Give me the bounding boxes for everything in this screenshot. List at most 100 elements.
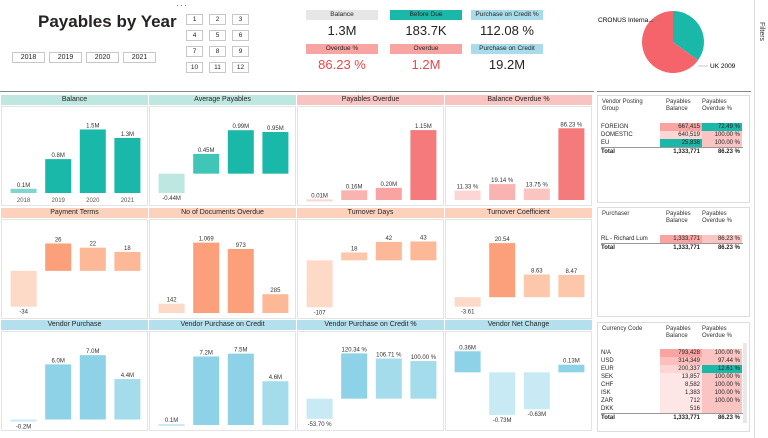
data-label: 8.47 bbox=[566, 269, 578, 275]
bar[interactable] bbox=[375, 241, 402, 261]
more-options-icon[interactable]: ··· bbox=[176, 0, 188, 10]
month-button-3[interactable]: 3 bbox=[232, 14, 249, 25]
bar[interactable] bbox=[558, 128, 585, 200]
year-button-2020[interactable]: 2020 bbox=[86, 52, 119, 63]
chart-panel-10[interactable]: -53.70 % 120.34 % 106.71 % 100.00 % bbox=[297, 331, 444, 431]
table-header[interactable]: Currency Code bbox=[602, 326, 643, 332]
bar[interactable] bbox=[306, 199, 333, 202]
table-total-overdue: 86.23 % bbox=[717, 245, 740, 251]
chart-panel-6[interactable]: -107 18 42 43 bbox=[297, 219, 444, 319]
bar[interactable] bbox=[262, 294, 289, 313]
chart-panel-3[interactable]: 11.33 % 19.14 % 13.75 % 86.23 % bbox=[445, 106, 592, 206]
month-button-1[interactable]: 1 bbox=[186, 14, 203, 25]
table-header[interactable]: Payables Balance bbox=[666, 99, 691, 112]
table-header[interactable]: Payables Overdue % bbox=[702, 326, 733, 339]
table-cell-label: DOMESTIC bbox=[601, 132, 633, 138]
table-cell-overdue: 97.44 % bbox=[702, 357, 742, 365]
bar[interactable] bbox=[193, 242, 220, 313]
month-button-4[interactable]: 4 bbox=[186, 30, 203, 41]
month-button-2[interactable]: 2 bbox=[209, 14, 226, 25]
bar[interactable] bbox=[114, 137, 141, 193]
bar[interactable] bbox=[489, 243, 516, 298]
bar[interactable] bbox=[341, 190, 368, 200]
chart-panel-2[interactable]: 0.01M 0.16M 0.20M 1.15M bbox=[297, 106, 444, 206]
bar[interactable] bbox=[375, 187, 402, 200]
month-button-5[interactable]: 5 bbox=[209, 30, 226, 41]
bar[interactable] bbox=[193, 356, 220, 425]
table-header[interactable]: Payables Balance bbox=[666, 326, 691, 339]
year-button-2021[interactable]: 2021 bbox=[123, 52, 156, 63]
table-header[interactable]: Payables Overdue % bbox=[702, 211, 733, 224]
chart-title: Vendor Purchase bbox=[1, 320, 148, 330]
bar[interactable] bbox=[489, 372, 516, 416]
month-button-12[interactable]: 12 bbox=[232, 62, 249, 73]
bar[interactable] bbox=[158, 424, 185, 427]
bar[interactable] bbox=[45, 243, 72, 271]
month-button-11[interactable]: 11 bbox=[209, 62, 226, 73]
chart-panel-0[interactable]: 0.1M 2018 0.8M 2019 1.5M 2020 1.3M 2021 bbox=[1, 106, 148, 206]
month-button-9[interactable]: 9 bbox=[232, 46, 249, 57]
bar[interactable] bbox=[306, 260, 333, 308]
chart-panel-7[interactable]: -3.61 20.54 8.63 8.47 bbox=[445, 219, 592, 319]
bar[interactable] bbox=[158, 303, 185, 313]
bar[interactable] bbox=[523, 372, 550, 410]
bar[interactable] bbox=[489, 184, 516, 200]
bar[interactable] bbox=[45, 364, 72, 420]
bar[interactable] bbox=[227, 353, 254, 425]
bar[interactable] bbox=[558, 274, 585, 298]
year-button-2018[interactable]: 2018 bbox=[12, 52, 45, 63]
pie-slice[interactable] bbox=[673, 11, 704, 61]
table-scrollbar[interactable] bbox=[743, 343, 747, 423]
year-button-2019[interactable]: 2019 bbox=[49, 52, 82, 63]
chart-panel-5[interactable]: 142 1,069 973 285 bbox=[149, 219, 296, 319]
filters-pane[interactable]: Filters bbox=[754, 0, 768, 438]
bar[interactable] bbox=[410, 361, 437, 399]
table-header[interactable]: Payables Balance bbox=[666, 211, 691, 224]
bar[interactable] bbox=[341, 252, 368, 261]
bar[interactable] bbox=[227, 248, 254, 313]
table-cell-balance: 793,428 bbox=[660, 349, 702, 357]
bar[interactable] bbox=[79, 129, 106, 193]
bar[interactable] bbox=[454, 351, 481, 373]
month-button-8[interactable]: 8 bbox=[209, 46, 226, 57]
bar[interactable] bbox=[454, 190, 481, 200]
bar[interactable] bbox=[114, 379, 141, 420]
bar[interactable] bbox=[262, 131, 289, 174]
chart-panel-1[interactable]: -0.44M 0.45M 0.99M 0.95M bbox=[149, 106, 296, 206]
chart-panel-4[interactable]: -34 26 22 18 bbox=[1, 219, 148, 319]
divider bbox=[0, 91, 594, 92]
chart-panel-8[interactable]: -0.2M 6.0M 7.0M 4.4M bbox=[1, 331, 148, 431]
bar[interactable] bbox=[10, 270, 37, 307]
data-label: -107 bbox=[314, 310, 327, 316]
bar[interactable] bbox=[45, 159, 72, 193]
bar[interactable] bbox=[262, 381, 289, 425]
bar[interactable] bbox=[193, 153, 220, 174]
bar[interactable] bbox=[375, 358, 402, 399]
data-label: 7.2M bbox=[200, 350, 213, 356]
bar[interactable] bbox=[558, 364, 585, 373]
data-label: 0.95M bbox=[267, 126, 284, 132]
pie-slice[interactable] bbox=[642, 11, 699, 73]
bar[interactable] bbox=[410, 130, 437, 200]
table-header[interactable]: Purchaser bbox=[602, 211, 630, 217]
bar[interactable] bbox=[10, 188, 37, 193]
table-header[interactable]: Payables Overdue % bbox=[702, 99, 733, 112]
bar[interactable] bbox=[306, 398, 333, 419]
bar[interactable] bbox=[410, 241, 437, 261]
bar[interactable] bbox=[10, 419, 37, 422]
chart-panel-11[interactable]: 0.36M -0.73M -0.63M 0.13M bbox=[445, 331, 592, 431]
bar[interactable] bbox=[523, 188, 550, 200]
month-button-6[interactable]: 6 bbox=[232, 30, 249, 41]
bar[interactable] bbox=[227, 130, 254, 174]
table-header[interactable]: Vendor Posting Group bbox=[602, 99, 643, 112]
bar[interactable] bbox=[523, 274, 550, 298]
bar[interactable] bbox=[114, 251, 141, 271]
chart-panel-9[interactable]: 0.1M 7.2M 7.5M 4.6M bbox=[149, 331, 296, 431]
bar[interactable] bbox=[454, 297, 481, 307]
bar[interactable] bbox=[341, 353, 368, 399]
month-button-7[interactable]: 7 bbox=[186, 46, 203, 57]
month-button-10[interactable]: 10 bbox=[186, 62, 203, 73]
bar[interactable] bbox=[79, 355, 106, 420]
bar[interactable] bbox=[79, 247, 106, 271]
bar[interactable] bbox=[158, 173, 185, 193]
